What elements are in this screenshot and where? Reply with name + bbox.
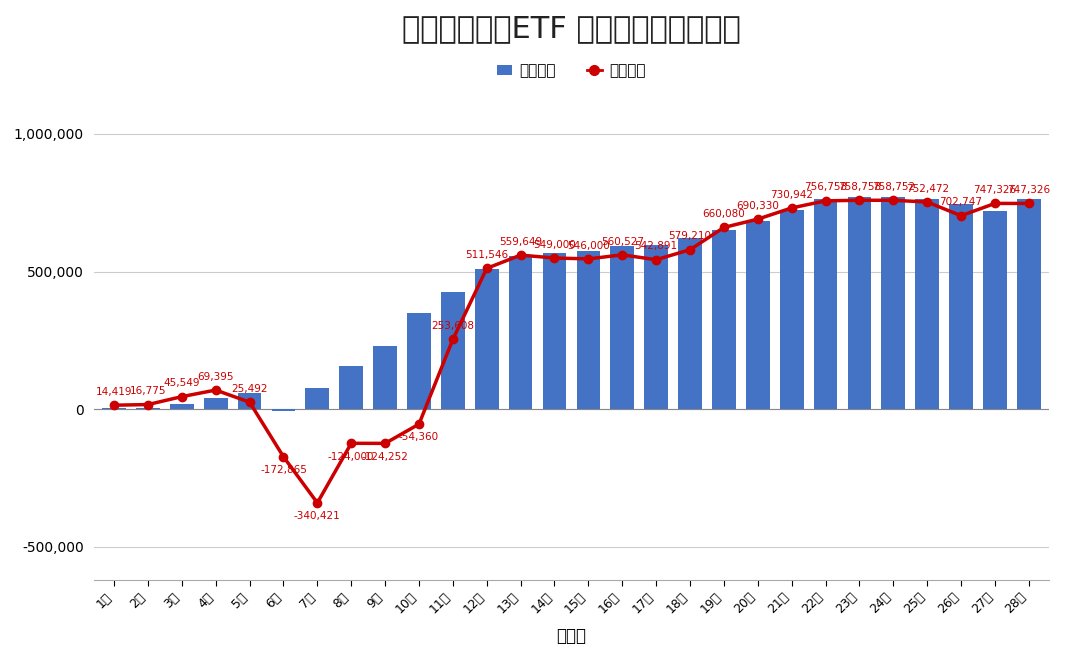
Text: 579,210: 579,210 xyxy=(669,231,712,241)
Bar xyxy=(543,253,567,409)
Text: 747,326: 747,326 xyxy=(973,185,1017,195)
Text: 549,000: 549,000 xyxy=(534,240,576,250)
Text: 253,608: 253,608 xyxy=(431,321,475,331)
Bar xyxy=(576,251,601,409)
Text: 747,326: 747,326 xyxy=(1007,185,1050,195)
Bar xyxy=(204,397,227,409)
X-axis label: 経過週: 経過週 xyxy=(556,627,587,645)
Bar xyxy=(814,200,838,409)
Bar xyxy=(170,404,194,409)
Text: 45,549: 45,549 xyxy=(163,378,201,388)
Bar xyxy=(712,230,736,409)
Bar xyxy=(475,269,498,409)
Text: 511,546: 511,546 xyxy=(465,250,508,260)
Bar xyxy=(1017,200,1040,409)
Bar xyxy=(610,246,634,409)
Bar xyxy=(950,204,973,409)
Text: 690,330: 690,330 xyxy=(736,201,779,211)
Text: -172,865: -172,865 xyxy=(260,465,307,475)
Bar xyxy=(272,409,296,411)
Text: 25,492: 25,492 xyxy=(232,384,268,394)
Text: -124,000: -124,000 xyxy=(328,451,375,462)
Bar xyxy=(373,346,397,409)
Text: 758,758: 758,758 xyxy=(838,182,881,192)
Bar xyxy=(881,196,905,409)
Text: -340,421: -340,421 xyxy=(294,511,340,521)
Text: 660,080: 660,080 xyxy=(702,209,745,219)
Title: トライオートETF ピラミッド戦略実績: トライオートETF ピラミッド戦略実績 xyxy=(402,14,740,43)
Text: 702,747: 702,747 xyxy=(940,197,983,208)
Text: 546,000: 546,000 xyxy=(567,241,609,250)
Bar xyxy=(644,244,668,409)
Text: 16,775: 16,775 xyxy=(130,386,166,396)
Bar xyxy=(915,198,939,409)
Text: 730,942: 730,942 xyxy=(770,190,813,200)
Bar xyxy=(305,387,330,409)
Legend: 累計利益, 実現損益: 累計利益, 実現損益 xyxy=(491,57,652,84)
Bar xyxy=(847,196,872,409)
Bar xyxy=(509,256,532,409)
Text: 559,649: 559,649 xyxy=(499,237,542,246)
Text: 758,752: 758,752 xyxy=(872,182,914,192)
Bar xyxy=(983,211,1007,409)
Text: 752,472: 752,472 xyxy=(906,184,949,194)
Text: 69,395: 69,395 xyxy=(197,372,234,382)
Text: -124,252: -124,252 xyxy=(362,451,409,462)
Bar xyxy=(238,393,261,409)
Text: 756,758: 756,758 xyxy=(803,183,847,192)
Text: 14,419: 14,419 xyxy=(96,387,132,397)
Text: 542,891: 542,891 xyxy=(635,241,678,251)
Bar xyxy=(679,238,702,409)
Bar xyxy=(339,366,363,409)
Bar xyxy=(746,221,769,409)
Bar xyxy=(408,313,431,409)
Bar xyxy=(780,210,803,409)
Bar xyxy=(441,292,465,409)
Text: -54,360: -54,360 xyxy=(399,432,439,442)
Bar xyxy=(137,408,160,409)
Text: 560,527: 560,527 xyxy=(601,237,643,246)
